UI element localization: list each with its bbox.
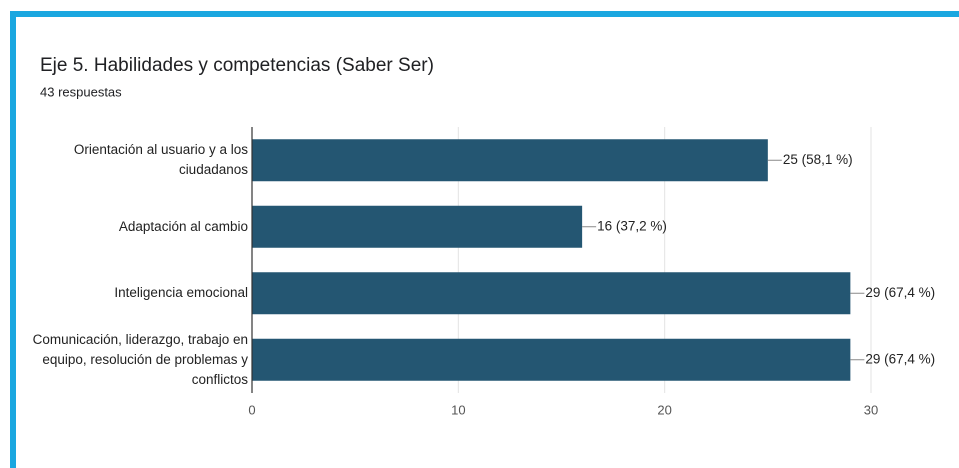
x-tick-label: 0 [248,402,255,417]
bar [252,338,851,381]
chart-title: Eje 5. Habilidades y competencias (Saber… [40,55,434,76]
bar [252,139,768,182]
frame-border [10,11,959,17]
x-tick-label: 20 [657,402,671,417]
frame-border [10,11,16,468]
y-tick-label: Inteligencia emocional [114,285,248,301]
value-label: 29 (67,4 %) [865,285,935,300]
value-label: 16 (37,2 %) [597,218,667,233]
bar [252,205,583,248]
value-label: 25 (58,1 %) [783,152,853,167]
chart-subtitle: 43 respuestas [40,84,122,99]
y-tick-label: Adaptación al cambio [118,218,248,234]
y-tick-label: Comunicación, liderazgo, trabajo en equi… [32,331,248,387]
x-tick-label: 30 [864,402,878,417]
bar [252,272,851,315]
x-tick-label: 10 [451,402,465,417]
value-label: 29 (67,4 %) [865,351,935,366]
y-tick-label: Orientación al usuario y a los ciudadano… [73,142,248,178]
